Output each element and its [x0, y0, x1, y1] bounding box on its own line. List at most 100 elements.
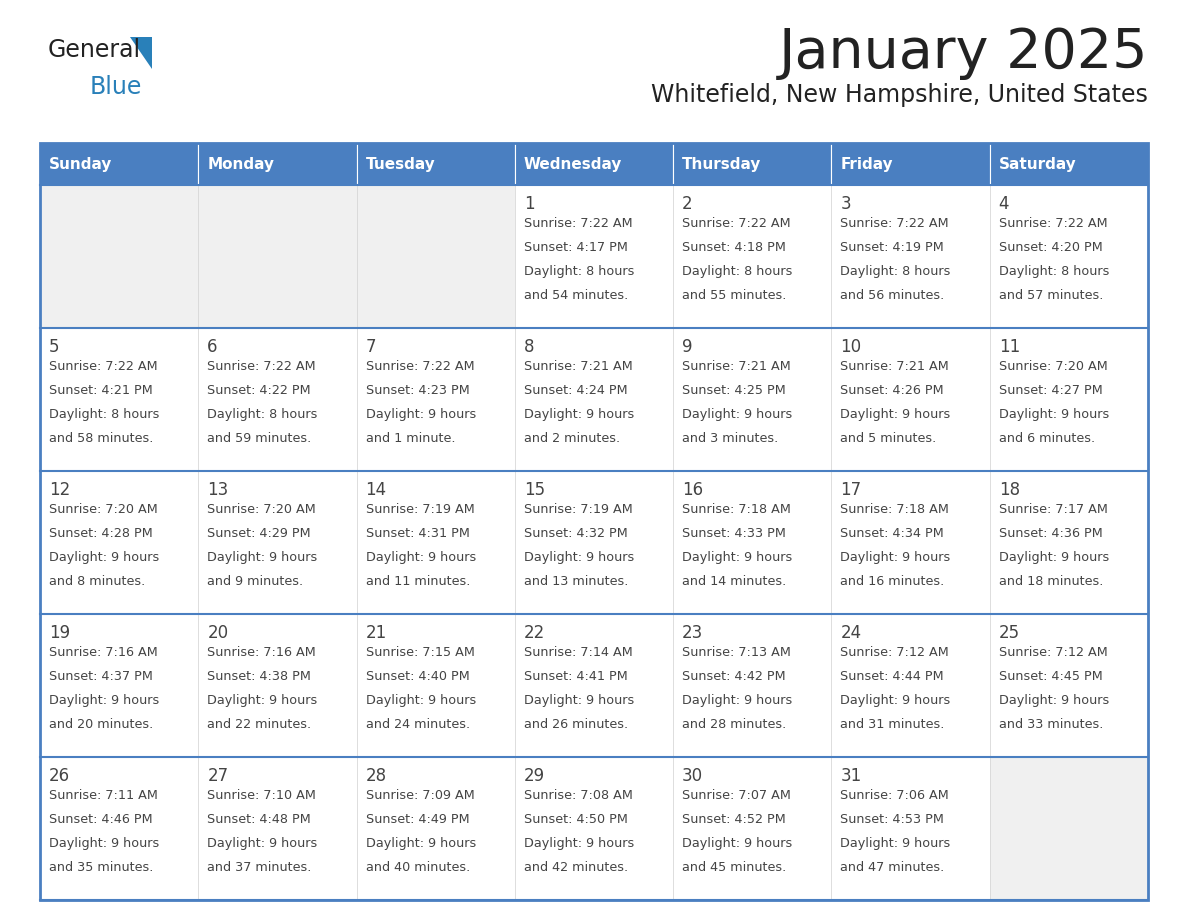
Text: 8: 8 [524, 338, 535, 356]
Bar [40, 614, 198, 757]
Text: Sunrise: 7:07 AM: Sunrise: 7:07 AM [682, 789, 791, 802]
Text: Sunset: 4:20 PM: Sunset: 4:20 PM [999, 241, 1102, 254]
Text: Sunrise: 7:22 AM: Sunrise: 7:22 AM [366, 360, 474, 373]
Text: Sunset: 4:49 PM: Sunset: 4:49 PM [366, 813, 469, 826]
Text: Sunset: 4:25 PM: Sunset: 4:25 PM [682, 384, 786, 397]
Text: Sunset: 4:36 PM: Sunset: 4:36 PM [999, 527, 1102, 540]
Polygon shape [129, 37, 152, 69]
Bar [514, 143, 674, 185]
Text: Sunrise: 7:20 AM: Sunrise: 7:20 AM [49, 503, 158, 516]
Text: 12: 12 [49, 481, 70, 499]
Text: 19: 19 [49, 624, 70, 642]
Bar [198, 757, 356, 900]
Text: 29: 29 [524, 767, 545, 785]
Text: Daylight: 9 hours: Daylight: 9 hours [999, 408, 1108, 421]
Text: 13: 13 [207, 481, 228, 499]
Bar [832, 614, 990, 757]
Text: Daylight: 9 hours: Daylight: 9 hours [840, 837, 950, 850]
Bar [356, 614, 514, 757]
Text: Sunrise: 7:22 AM: Sunrise: 7:22 AM [49, 360, 158, 373]
Text: 10: 10 [840, 338, 861, 356]
Text: Daylight: 9 hours: Daylight: 9 hours [366, 837, 476, 850]
Text: 26: 26 [49, 767, 70, 785]
Text: Sunset: 4:27 PM: Sunset: 4:27 PM [999, 384, 1102, 397]
Text: Daylight: 9 hours: Daylight: 9 hours [999, 694, 1108, 707]
Text: 25: 25 [999, 624, 1019, 642]
Bar [40, 143, 198, 185]
Text: Sunrise: 7:14 AM: Sunrise: 7:14 AM [524, 646, 632, 659]
Text: and 55 minutes.: and 55 minutes. [682, 289, 786, 302]
Text: and 6 minutes.: and 6 minutes. [999, 432, 1095, 445]
Text: Saturday: Saturday [999, 156, 1076, 172]
Text: General: General [48, 38, 141, 62]
Text: and 2 minutes.: and 2 minutes. [524, 432, 620, 445]
Text: 15: 15 [524, 481, 545, 499]
Text: Daylight: 9 hours: Daylight: 9 hours [524, 837, 634, 850]
Text: Daylight: 9 hours: Daylight: 9 hours [49, 694, 159, 707]
Text: Sunset: 4:17 PM: Sunset: 4:17 PM [524, 241, 627, 254]
Text: and 37 minutes.: and 37 minutes. [207, 861, 311, 874]
Text: 17: 17 [840, 481, 861, 499]
Bar [514, 471, 674, 614]
Text: Sunset: 4:41 PM: Sunset: 4:41 PM [524, 670, 627, 683]
Text: 3: 3 [840, 195, 851, 213]
Text: Daylight: 8 hours: Daylight: 8 hours [682, 265, 792, 278]
Text: and 3 minutes.: and 3 minutes. [682, 432, 778, 445]
Text: and 58 minutes.: and 58 minutes. [49, 432, 153, 445]
Text: 5: 5 [49, 338, 59, 356]
Text: Sunset: 4:53 PM: Sunset: 4:53 PM [840, 813, 944, 826]
Text: Sunset: 4:52 PM: Sunset: 4:52 PM [682, 813, 786, 826]
Text: Sunset: 4:32 PM: Sunset: 4:32 PM [524, 527, 627, 540]
Text: 11: 11 [999, 338, 1020, 356]
Text: Sunset: 4:23 PM: Sunset: 4:23 PM [366, 384, 469, 397]
Text: Blue: Blue [90, 75, 143, 99]
Bar [514, 614, 674, 757]
Bar [198, 185, 356, 328]
Text: Sunset: 4:50 PM: Sunset: 4:50 PM [524, 813, 627, 826]
Text: Sunrise: 7:20 AM: Sunrise: 7:20 AM [999, 360, 1107, 373]
Text: and 57 minutes.: and 57 minutes. [999, 289, 1104, 302]
Text: Sunset: 4:26 PM: Sunset: 4:26 PM [840, 384, 944, 397]
Text: Sunrise: 7:09 AM: Sunrise: 7:09 AM [366, 789, 474, 802]
Text: Sunset: 4:28 PM: Sunset: 4:28 PM [49, 527, 153, 540]
Text: Daylight: 9 hours: Daylight: 9 hours [840, 551, 950, 564]
Text: Daylight: 8 hours: Daylight: 8 hours [524, 265, 634, 278]
Text: Daylight: 9 hours: Daylight: 9 hours [207, 694, 317, 707]
Text: Sunrise: 7:12 AM: Sunrise: 7:12 AM [840, 646, 949, 659]
Text: Daylight: 9 hours: Daylight: 9 hours [49, 837, 159, 850]
Text: Daylight: 8 hours: Daylight: 8 hours [840, 265, 950, 278]
Bar [832, 471, 990, 614]
Text: 28: 28 [366, 767, 387, 785]
Bar [514, 757, 674, 900]
Text: Daylight: 9 hours: Daylight: 9 hours [524, 551, 634, 564]
Text: Sunset: 4:24 PM: Sunset: 4:24 PM [524, 384, 627, 397]
Text: Sunset: 4:40 PM: Sunset: 4:40 PM [366, 670, 469, 683]
Text: Tuesday: Tuesday [366, 156, 435, 172]
Bar [356, 185, 514, 328]
Text: Daylight: 9 hours: Daylight: 9 hours [366, 551, 476, 564]
Bar [990, 614, 1148, 757]
Text: Daylight: 9 hours: Daylight: 9 hours [524, 408, 634, 421]
Bar [674, 143, 832, 185]
Text: and 9 minutes.: and 9 minutes. [207, 575, 303, 588]
Text: Daylight: 8 hours: Daylight: 8 hours [207, 408, 317, 421]
Text: 27: 27 [207, 767, 228, 785]
Text: Sunrise: 7:22 AM: Sunrise: 7:22 AM [207, 360, 316, 373]
Bar [514, 328, 674, 471]
Text: Sunrise: 7:16 AM: Sunrise: 7:16 AM [207, 646, 316, 659]
Text: Sunrise: 7:20 AM: Sunrise: 7:20 AM [207, 503, 316, 516]
Text: Sunrise: 7:22 AM: Sunrise: 7:22 AM [999, 217, 1107, 230]
Bar [40, 471, 198, 614]
Text: January 2025: January 2025 [778, 26, 1148, 80]
Bar [356, 757, 514, 900]
Bar [40, 143, 1148, 900]
Text: Sunset: 4:45 PM: Sunset: 4:45 PM [999, 670, 1102, 683]
Text: and 24 minutes.: and 24 minutes. [366, 718, 469, 731]
Text: and 22 minutes.: and 22 minutes. [207, 718, 311, 731]
Text: Sunset: 4:42 PM: Sunset: 4:42 PM [682, 670, 785, 683]
Text: and 47 minutes.: and 47 minutes. [840, 861, 944, 874]
Text: and 8 minutes.: and 8 minutes. [49, 575, 145, 588]
Text: Daylight: 9 hours: Daylight: 9 hours [840, 408, 950, 421]
Text: Sunrise: 7:21 AM: Sunrise: 7:21 AM [524, 360, 632, 373]
Text: Daylight: 9 hours: Daylight: 9 hours [682, 551, 792, 564]
